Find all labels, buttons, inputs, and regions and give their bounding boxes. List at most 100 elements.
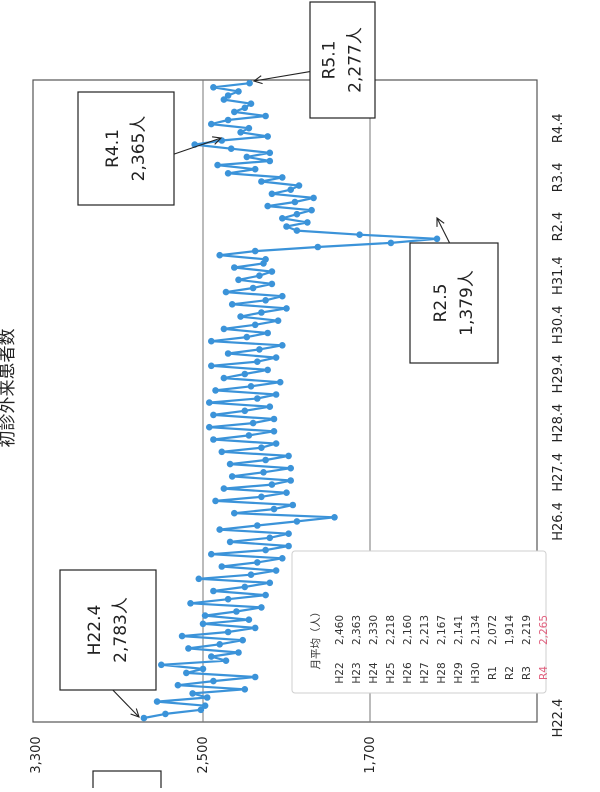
monthly-average-year: R3 — [521, 666, 533, 680]
data-point — [208, 337, 215, 345]
data-point — [262, 297, 269, 304]
data-point — [224, 170, 232, 177]
data-point — [199, 665, 207, 673]
monthly-average-year: H25 — [385, 662, 397, 683]
monthly-average-year: R1 — [487, 666, 499, 680]
data-point — [258, 444, 265, 452]
data-point — [183, 669, 190, 677]
monthly-average-box — [291, 550, 547, 694]
data-point — [189, 690, 196, 697]
monthly-average-year: H22 — [334, 662, 346, 683]
data-point — [228, 301, 236, 308]
data-point — [272, 354, 280, 361]
data-point — [208, 550, 215, 558]
data-point — [308, 206, 315, 214]
annotation-box — [309, 1, 376, 119]
annotation-callout: R5.1 2,277人 — [252, 1, 376, 119]
data-point — [262, 591, 269, 599]
annotation-box — [77, 91, 175, 206]
data-point — [231, 108, 238, 116]
data-point — [253, 522, 261, 529]
data-point — [272, 567, 280, 574]
monthly-average-panel: 月平均（人） H22 2,460 H23 2,363 H24 2,330 H25 2,218 H2… — [291, 550, 550, 694]
empty-label-box — [92, 770, 162, 792]
monthly-average-value: 2,460 — [334, 615, 346, 645]
data-point — [245, 432, 253, 439]
data-point — [279, 174, 286, 181]
monthly-average-year: H26 — [402, 662, 414, 684]
data-point — [187, 600, 194, 607]
data-point — [210, 587, 217, 595]
monthly-average-value: 2,134 — [470, 615, 482, 645]
data-point — [287, 464, 295, 472]
monthly-average-year: H29 — [453, 662, 465, 683]
data-point — [224, 92, 232, 99]
annotation-value: 2,783人 — [111, 597, 131, 663]
x-tick-label: H28.4 — [551, 404, 566, 443]
data-point — [195, 575, 203, 583]
data-point — [279, 555, 286, 562]
annotation-leader — [436, 217, 451, 244]
data-point — [258, 309, 265, 316]
data-point — [206, 399, 213, 406]
data-point — [266, 534, 274, 542]
data-point — [249, 284, 257, 292]
chart-title: 初診外来患者数 — [0, 329, 18, 448]
data-point — [279, 292, 286, 300]
data-point — [258, 604, 265, 611]
data-point — [247, 100, 255, 107]
data-point — [256, 346, 263, 353]
annotation-leader — [112, 689, 140, 718]
x-tick-label: R3.4 — [551, 163, 566, 193]
plot-frame — [32, 79, 538, 723]
data-point — [239, 636, 246, 644]
monthly-average-year: H27 — [419, 662, 431, 683]
data-point — [214, 161, 221, 169]
data-point — [210, 436, 217, 443]
data-point — [260, 469, 267, 476]
data-point — [293, 518, 301, 525]
data-point — [210, 677, 217, 685]
data-point — [253, 559, 261, 566]
data-point — [227, 145, 235, 152]
x-tick-label: H26.4 — [551, 502, 566, 541]
annotation-label: R5.1 — [320, 41, 340, 80]
data-point — [268, 190, 276, 198]
annotation-callout: R4.1 2,365人 — [77, 91, 223, 206]
data-point — [253, 358, 261, 366]
data-point — [246, 79, 253, 87]
data-point — [216, 526, 223, 533]
annotation-leader — [253, 71, 311, 82]
data-point — [162, 710, 169, 718]
annotation-label: R2.5 — [431, 284, 451, 323]
x-tick-label: H31.4 — [551, 256, 566, 295]
data-point — [293, 227, 301, 234]
x-tick-labels: H22.4 H26.4 H27.4 H28.4 H29.4 H30.4 H31.4 R2.4 R… — [551, 113, 566, 737]
annotation-callout: R2.5 1,379人 — [409, 216, 499, 364]
data-point — [256, 272, 263, 280]
data-point — [262, 456, 269, 464]
monthly-average-value: 2,141 — [453, 615, 465, 645]
data-point — [283, 305, 290, 312]
data-point — [224, 350, 232, 357]
x-tick-label: H29.4 — [551, 355, 566, 394]
monthly-average-value: 2,219 — [521, 615, 533, 645]
data-point — [208, 120, 215, 128]
data-point — [310, 194, 317, 202]
data-point — [212, 387, 219, 394]
data-point — [293, 210, 301, 218]
x-tick-label: H27.4 — [551, 453, 566, 492]
annotation-arrowhead — [436, 216, 445, 227]
data-point — [241, 407, 249, 415]
data-point — [185, 645, 192, 652]
monthly-average-year: H24 — [368, 662, 380, 684]
data-point — [237, 129, 244, 136]
data-point — [264, 133, 272, 140]
data-point — [208, 362, 215, 370]
data-point — [253, 395, 261, 402]
annotation-box — [409, 242, 499, 364]
data-point — [251, 624, 259, 632]
annotation-label: R4.1 — [103, 129, 123, 168]
annotation-label: H22.4 — [85, 605, 105, 656]
data-point — [251, 673, 259, 681]
